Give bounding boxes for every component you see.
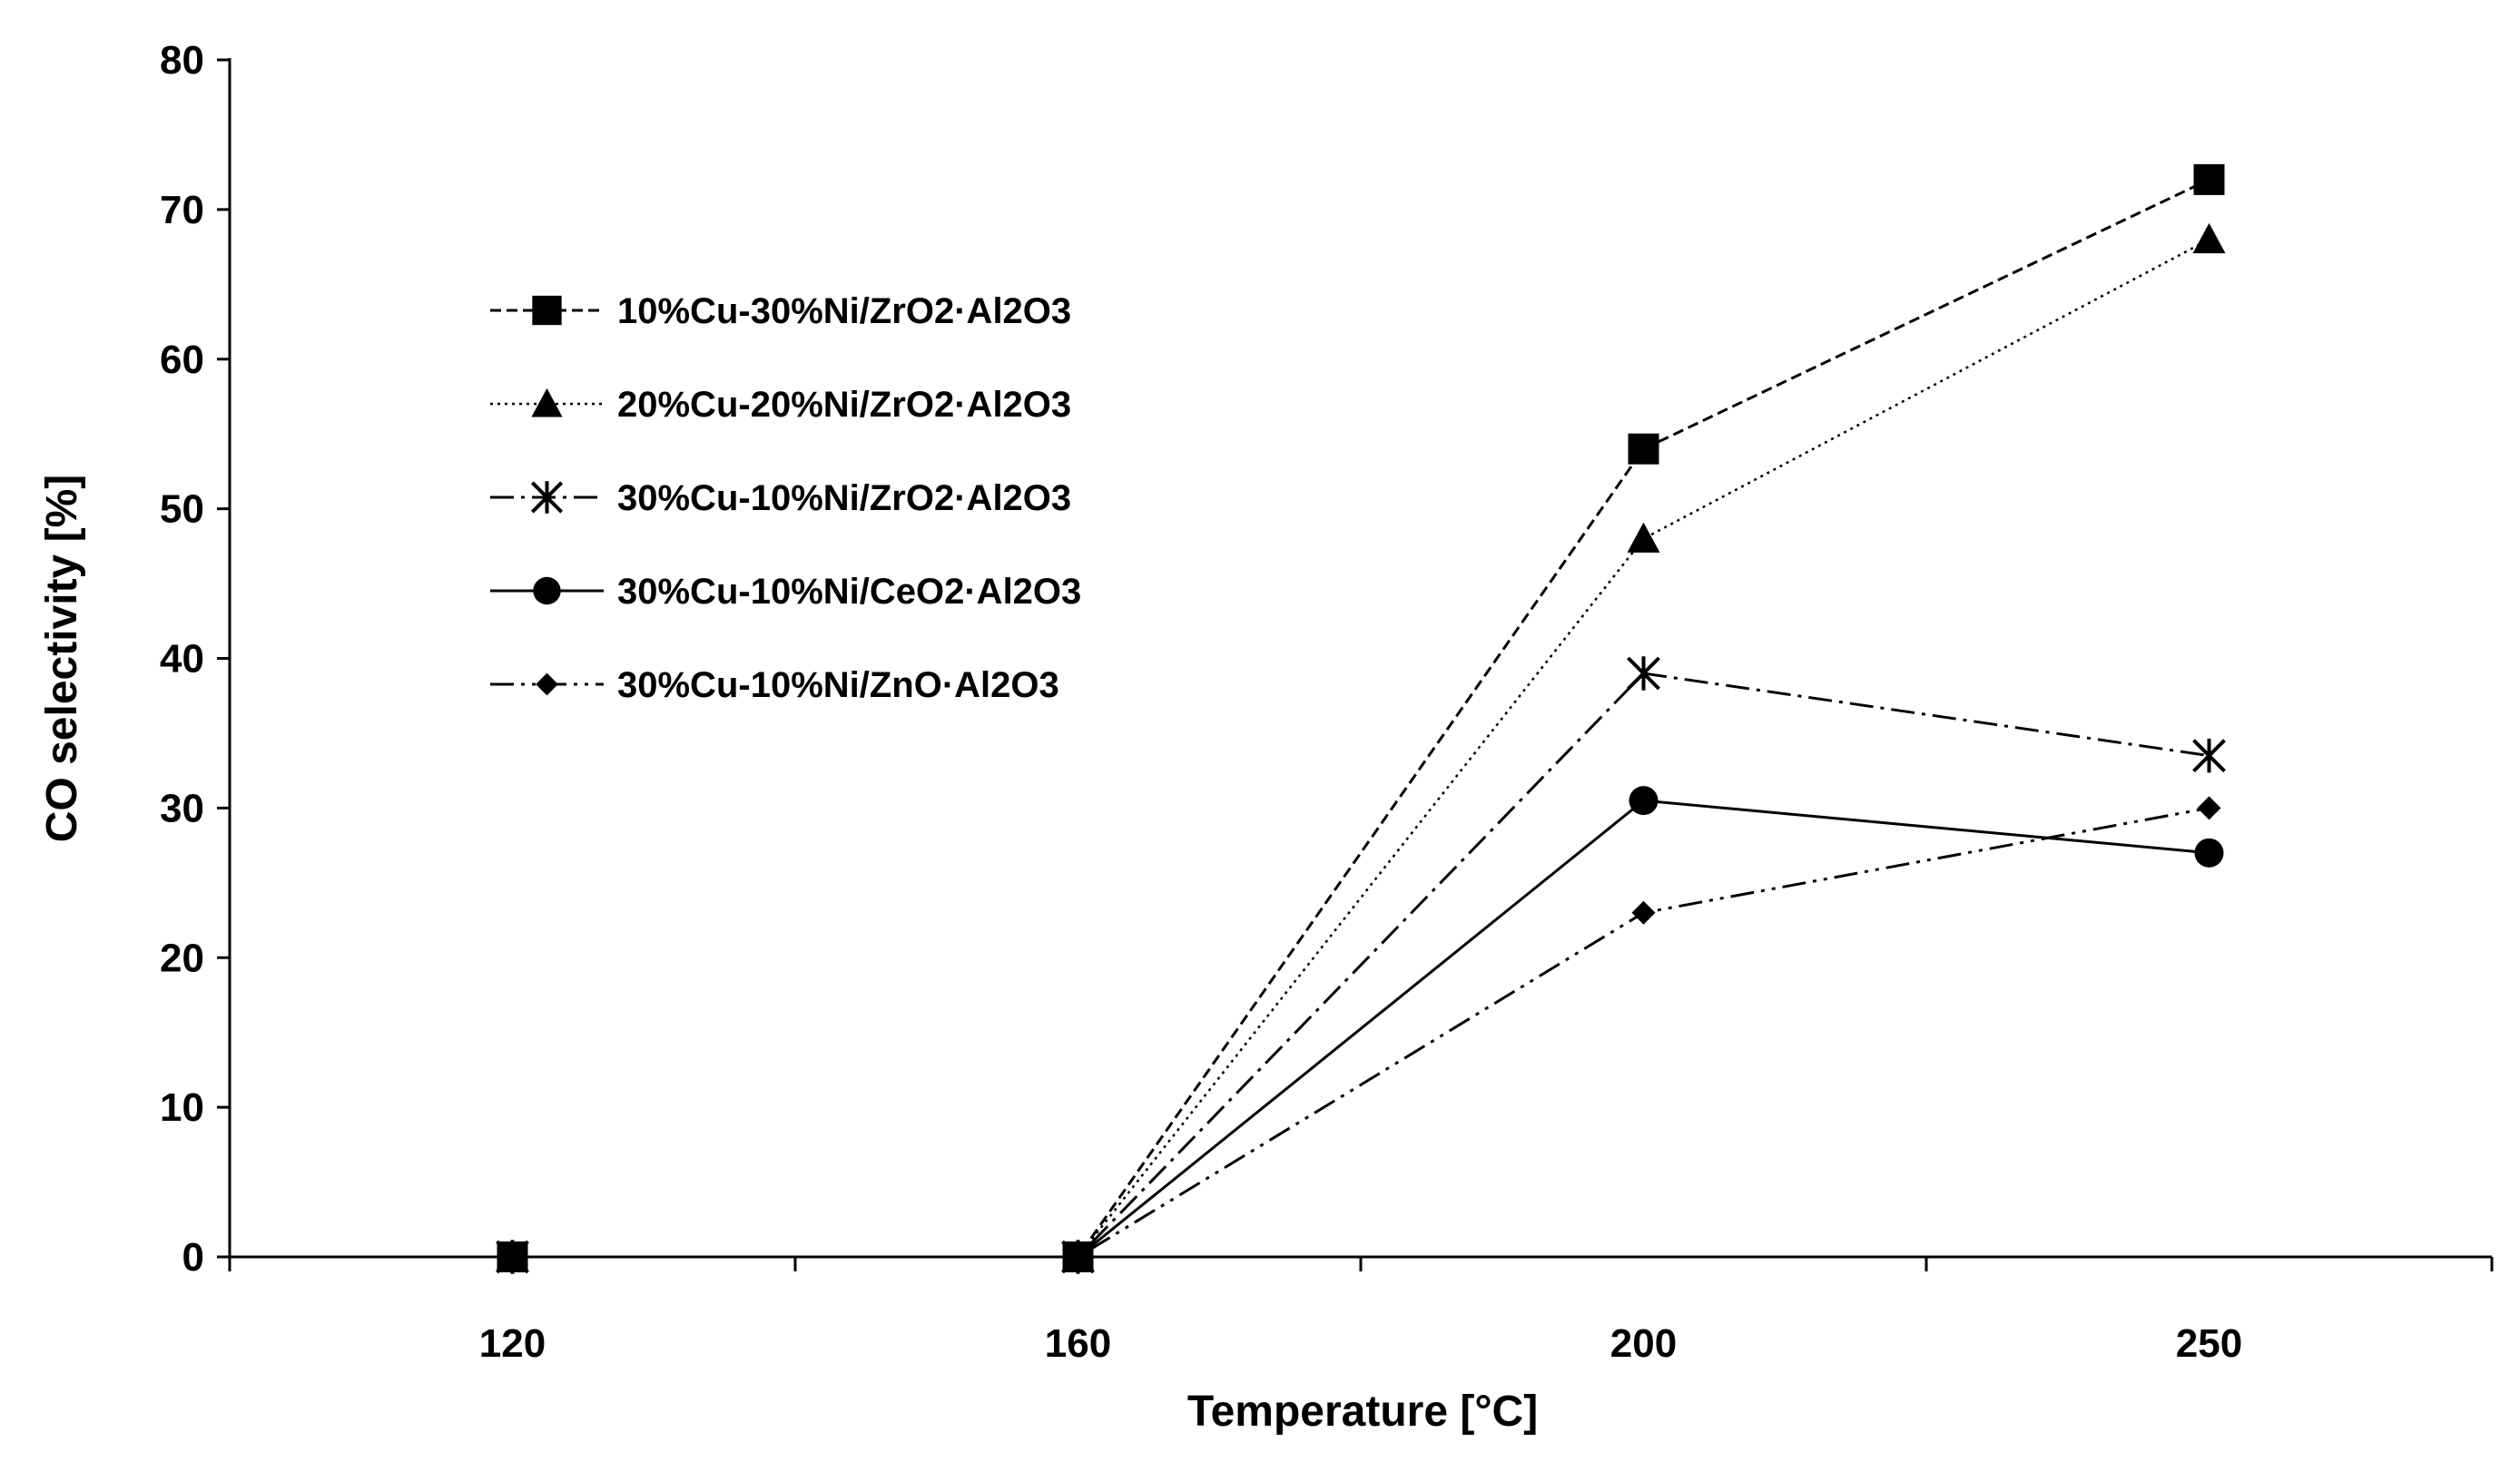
x-tick-label: 160 [1045,1321,1111,1366]
series-line-4 [512,799,2210,1259]
y-tick-label: 50 [160,487,204,532]
marker-square [532,295,562,326]
y-tick-label: 20 [160,936,204,980]
legend: 10%Cu-30%Ni/ZrO2·Al2O3 20%Cu-20%Ni/ZrO2·A… [490,291,1081,705]
data-point-series-5-250 [2197,796,2221,820]
data-point-series-1-200 [1628,433,1659,465]
x-tick-label: 200 [1610,1321,1677,1366]
data-point-series-3-200 [1627,656,1660,691]
marker-triangle [531,388,563,417]
legend-item-4: 30%Cu-10%Ni/CeO2·Al2O3 [490,572,1081,612]
series-line-5 [512,806,2210,1259]
y-tick-label: 60 [160,338,204,382]
marker-circle [533,576,561,605]
y-tick-label: 30 [160,786,204,830]
legend-label: 30%Cu-10%Ni/CeO2·Al2O3 [617,572,1081,612]
legend-item-3: 30%Cu-10%Ni/ZrO2·Al2O3 [490,478,1071,518]
x-tick-label: 120 [479,1321,546,1366]
legend-label: 20%Cu-20%Ni/ZrO2·Al2O3 [617,385,1071,425]
x-tick-label: 250 [2176,1321,2242,1366]
y-tick-label: 0 [182,1235,204,1280]
legend-label: 30%Cu-10%Ni/ZrO2·Al2O3 [617,478,1071,518]
legend-label: 30%Cu-10%Ni/ZnO·Al2O3 [617,665,1059,705]
y-axis-title: CO selectivity [%] [38,475,86,842]
legend-item-5: 30%Cu-10%Ni/ZnO·Al2O3 [490,665,1059,705]
data-point-series-5-120 [500,1245,525,1269]
marker-asterisk [530,481,564,514]
legend-label: 10%Cu-30%Ni/ZrO2·Al2O3 [617,291,1071,331]
series-line-3 [512,672,2210,1259]
series-markers [496,163,2226,1274]
data-point-series-4-250 [2194,838,2224,868]
y-tick-label: 10 [160,1085,204,1130]
marker-diamond [536,672,558,696]
y-tick-label: 70 [160,188,204,232]
data-point-series-5-160 [1066,1245,1090,1269]
legend-item-1: 10%Cu-30%Ni/ZrO2·Al2O3 [490,291,1071,331]
data-point-series-2-200 [1627,522,1660,553]
data-point-series-2-250 [2192,222,2226,254]
x-axis-title: Temperature [°C] [1187,1388,1538,1436]
series-lines [512,178,2210,1259]
data-point-series-1-250 [2193,163,2225,195]
legend-item-2: 20%Cu-20%Ni/ZrO2·Al2O3 [490,385,1071,425]
y-tick-label: 40 [160,637,204,682]
axes: 0 10 20 30 40 50 60 70 80 120 160 200 250 [160,38,2494,1366]
data-point-series-3-250 [2192,738,2226,773]
data-point-series-5-200 [1631,900,1656,925]
data-point-series-4-200 [1629,786,1659,816]
y-tick-label: 80 [160,38,204,83]
